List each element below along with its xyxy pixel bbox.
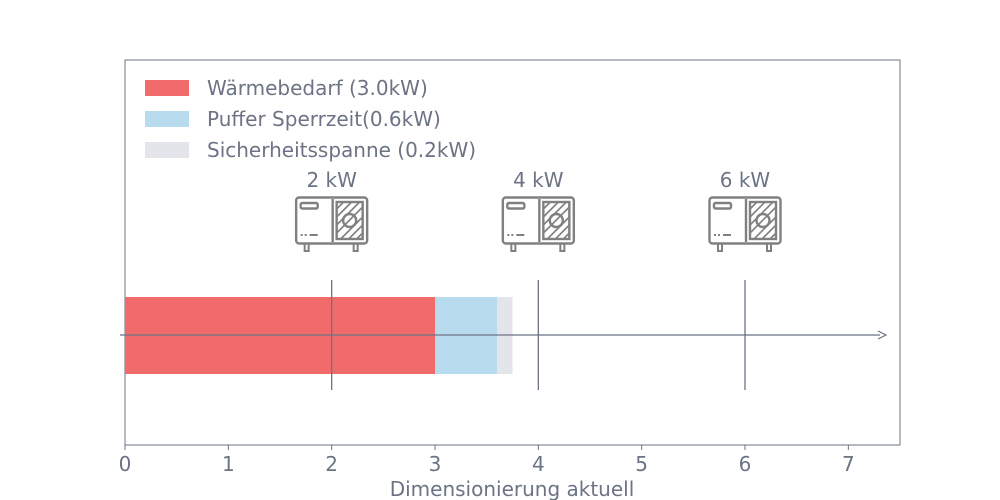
legend-label-0: Wärmebedarf (3.0kW) <box>207 76 428 100</box>
arrow-head <box>877 330 888 340</box>
marker-label-1: 4 kW <box>513 168 564 192</box>
legend-swatch-0 <box>145 80 189 96</box>
marker-label-0: 2 kW <box>306 168 357 192</box>
legend-label-2: Sicherheitsspanne (0.2kW) <box>207 138 476 162</box>
x-axis-ticks: 0 1 2 3 4 5 6 7 <box>119 445 855 476</box>
legend: Wärmebedarf (3.0kW) Puffer Sperrzeit(0.6k… <box>145 76 476 162</box>
x-tick-label: 1 <box>222 452 235 476</box>
x-tick-label: 6 <box>739 452 752 476</box>
legend-label-1: Puffer Sperrzeit(0.6kW) <box>207 107 441 131</box>
plot-frame <box>124 59 901 446</box>
x-tick-label: 3 <box>429 452 442 476</box>
legend-swatch-1 <box>145 111 189 127</box>
marker-label-2: 6 kW <box>720 168 771 192</box>
x-tick-label: 2 <box>325 452 338 476</box>
x-tick-label: 0 <box>119 452 132 476</box>
x-tick-label: 4 <box>532 452 545 476</box>
legend-swatch-2 <box>145 142 189 158</box>
heat-pump-icon <box>501 196 576 252</box>
x-tick-label: 5 <box>635 452 648 476</box>
x-axis-label: Dimensionierung aktuell <box>390 477 635 500</box>
heat-pump-icon <box>294 196 369 252</box>
heat-pump-icon <box>708 196 782 252</box>
marker-group: 2 kW 4 kW 6 kW <box>294 168 782 390</box>
x-tick-label: 7 <box>842 452 855 476</box>
